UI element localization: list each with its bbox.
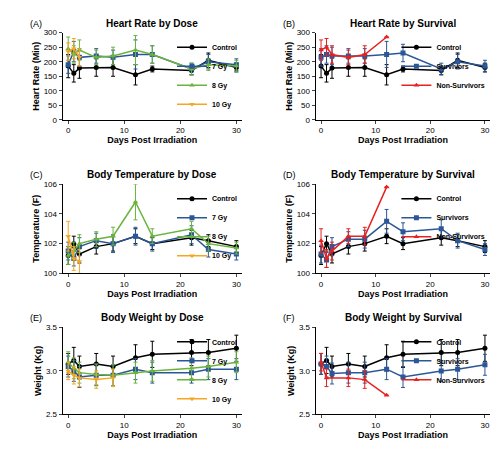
svg-text:Heart Rate (Min): Heart Rate (Min): [284, 42, 294, 111]
svg-text:300: 300: [297, 28, 311, 37]
svg-text:Heart Rate (Min): Heart Rate (Min): [31, 42, 41, 111]
svg-text:30: 30: [232, 280, 241, 289]
svg-text:Survivors: Survivors: [436, 214, 468, 221]
svg-text:Days Post Irradiation: Days Post Irradiation: [358, 135, 448, 145]
svg-text:Body Temperature by Dose: Body Temperature by Dose: [87, 169, 217, 180]
svg-text:Days Post Irradiation: Days Post Irradiation: [358, 289, 448, 299]
svg-text:150: 150: [297, 72, 311, 81]
svg-text:30: 30: [232, 126, 241, 135]
svg-text:8 Gy: 8 Gy: [212, 233, 227, 241]
svg-text:0: 0: [66, 421, 71, 430]
svg-text:7 Gy: 7 Gy: [212, 358, 227, 366]
svg-text:(B): (B): [283, 19, 295, 29]
svg-text:20: 20: [176, 126, 185, 135]
svg-text:(A): (A): [30, 19, 42, 29]
svg-text:Weight (Kg): Weight (Kg): [286, 346, 296, 396]
svg-text:Non-Survivors: Non-Survivors: [436, 377, 484, 384]
svg-text:20: 20: [426, 126, 435, 135]
svg-text:Days Post Irradiation: Days Post Irradiation: [107, 289, 197, 299]
svg-text:7 Gy: 7 Gy: [212, 214, 227, 222]
svg-text:30: 30: [480, 280, 489, 289]
svg-text:Control: Control: [436, 44, 461, 51]
svg-text:0: 0: [319, 421, 324, 430]
svg-text:10: 10: [120, 126, 129, 135]
svg-text:Control: Control: [436, 195, 461, 202]
svg-text:30: 30: [232, 421, 241, 430]
svg-text:Heart Rate by Survival: Heart Rate by Survival: [350, 18, 456, 29]
svg-text:100: 100: [44, 87, 58, 96]
svg-text:Survivors: Survivors: [436, 358, 468, 365]
svg-text:Days Post Irradiation: Days Post Irradiation: [107, 135, 197, 145]
svg-text:10 Gy: 10 Gy: [212, 101, 231, 109]
svg-text:106: 106: [297, 180, 311, 189]
svg-text:100: 100: [44, 269, 58, 278]
svg-text:20: 20: [426, 421, 435, 430]
svg-text:Heart Rate by Dose: Heart Rate by Dose: [106, 18, 198, 29]
svg-text:Survivors: Survivors: [436, 63, 468, 70]
svg-text:0: 0: [53, 116, 58, 125]
svg-text:Temperature (F): Temperature (F): [31, 195, 41, 263]
svg-text:10: 10: [120, 280, 129, 289]
svg-text:250: 250: [297, 43, 311, 52]
svg-text:Weight (Kg): Weight (Kg): [33, 346, 43, 396]
svg-text:Days Post Irradiation: Days Post Irradiation: [358, 430, 448, 440]
svg-text:8 Gy: 8 Gy: [212, 377, 227, 385]
svg-text:Temperature (F): Temperature (F): [284, 195, 294, 263]
svg-text:200: 200: [297, 58, 311, 67]
svg-text:Control: Control: [212, 44, 237, 51]
svg-text:10 Gy: 10 Gy: [212, 396, 231, 404]
svg-text:Control: Control: [436, 339, 461, 346]
svg-text:20: 20: [426, 280, 435, 289]
svg-text:200: 200: [44, 58, 58, 67]
svg-text:3.5: 3.5: [299, 323, 311, 332]
svg-text:0: 0: [306, 116, 311, 125]
svg-text:3.5: 3.5: [46, 323, 58, 332]
svg-text:3.0: 3.0: [46, 367, 58, 376]
svg-text:Body Weight by Survival: Body Weight by Survival: [345, 312, 462, 323]
svg-text:Days Post Irradiation: Days Post Irradiation: [107, 430, 197, 440]
svg-text:Body Weight by Dose: Body Weight by Dose: [101, 312, 204, 323]
svg-text:(E): (E): [30, 313, 42, 323]
svg-text:250: 250: [44, 43, 58, 52]
svg-text:(D): (D): [283, 170, 296, 180]
svg-text:7 Gy: 7 Gy: [212, 63, 227, 71]
svg-text:10: 10: [371, 126, 380, 135]
svg-text:2.5: 2.5: [46, 410, 58, 419]
svg-text:100: 100: [297, 87, 311, 96]
svg-text:50: 50: [301, 101, 310, 110]
svg-text:104: 104: [44, 210, 58, 219]
svg-text:104: 104: [297, 210, 311, 219]
svg-text:150: 150: [44, 72, 58, 81]
svg-text:Body Temperature by Survival: Body Temperature by Survival: [331, 169, 475, 180]
svg-text:106: 106: [44, 180, 58, 189]
svg-text:3.0: 3.0: [299, 367, 311, 376]
svg-text:0: 0: [66, 126, 71, 135]
svg-text:30: 30: [480, 126, 489, 135]
svg-text:20: 20: [176, 421, 185, 430]
svg-text:8 Gy: 8 Gy: [212, 82, 227, 90]
svg-text:102: 102: [297, 239, 311, 248]
svg-text:Control: Control: [212, 339, 237, 346]
svg-text:Non-Survivors: Non-Survivors: [436, 82, 484, 89]
svg-text:10: 10: [371, 421, 380, 430]
svg-text:10 Gy: 10 Gy: [212, 252, 231, 260]
svg-text:20: 20: [176, 280, 185, 289]
svg-text:300: 300: [44, 28, 58, 37]
svg-text:102: 102: [44, 239, 58, 248]
svg-text:0: 0: [319, 126, 324, 135]
svg-text:Control: Control: [212, 195, 237, 202]
svg-text:0: 0: [319, 280, 324, 289]
svg-text:Non-Survivors: Non-Survivors: [436, 233, 484, 240]
svg-text:2.5: 2.5: [299, 410, 311, 419]
svg-text:(C): (C): [30, 170, 43, 180]
svg-text:0: 0: [66, 280, 71, 289]
svg-text:(F): (F): [283, 313, 295, 323]
svg-text:50: 50: [48, 101, 57, 110]
svg-text:100: 100: [297, 269, 311, 278]
svg-text:10: 10: [120, 421, 129, 430]
svg-text:30: 30: [480, 421, 489, 430]
svg-text:10: 10: [371, 280, 380, 289]
